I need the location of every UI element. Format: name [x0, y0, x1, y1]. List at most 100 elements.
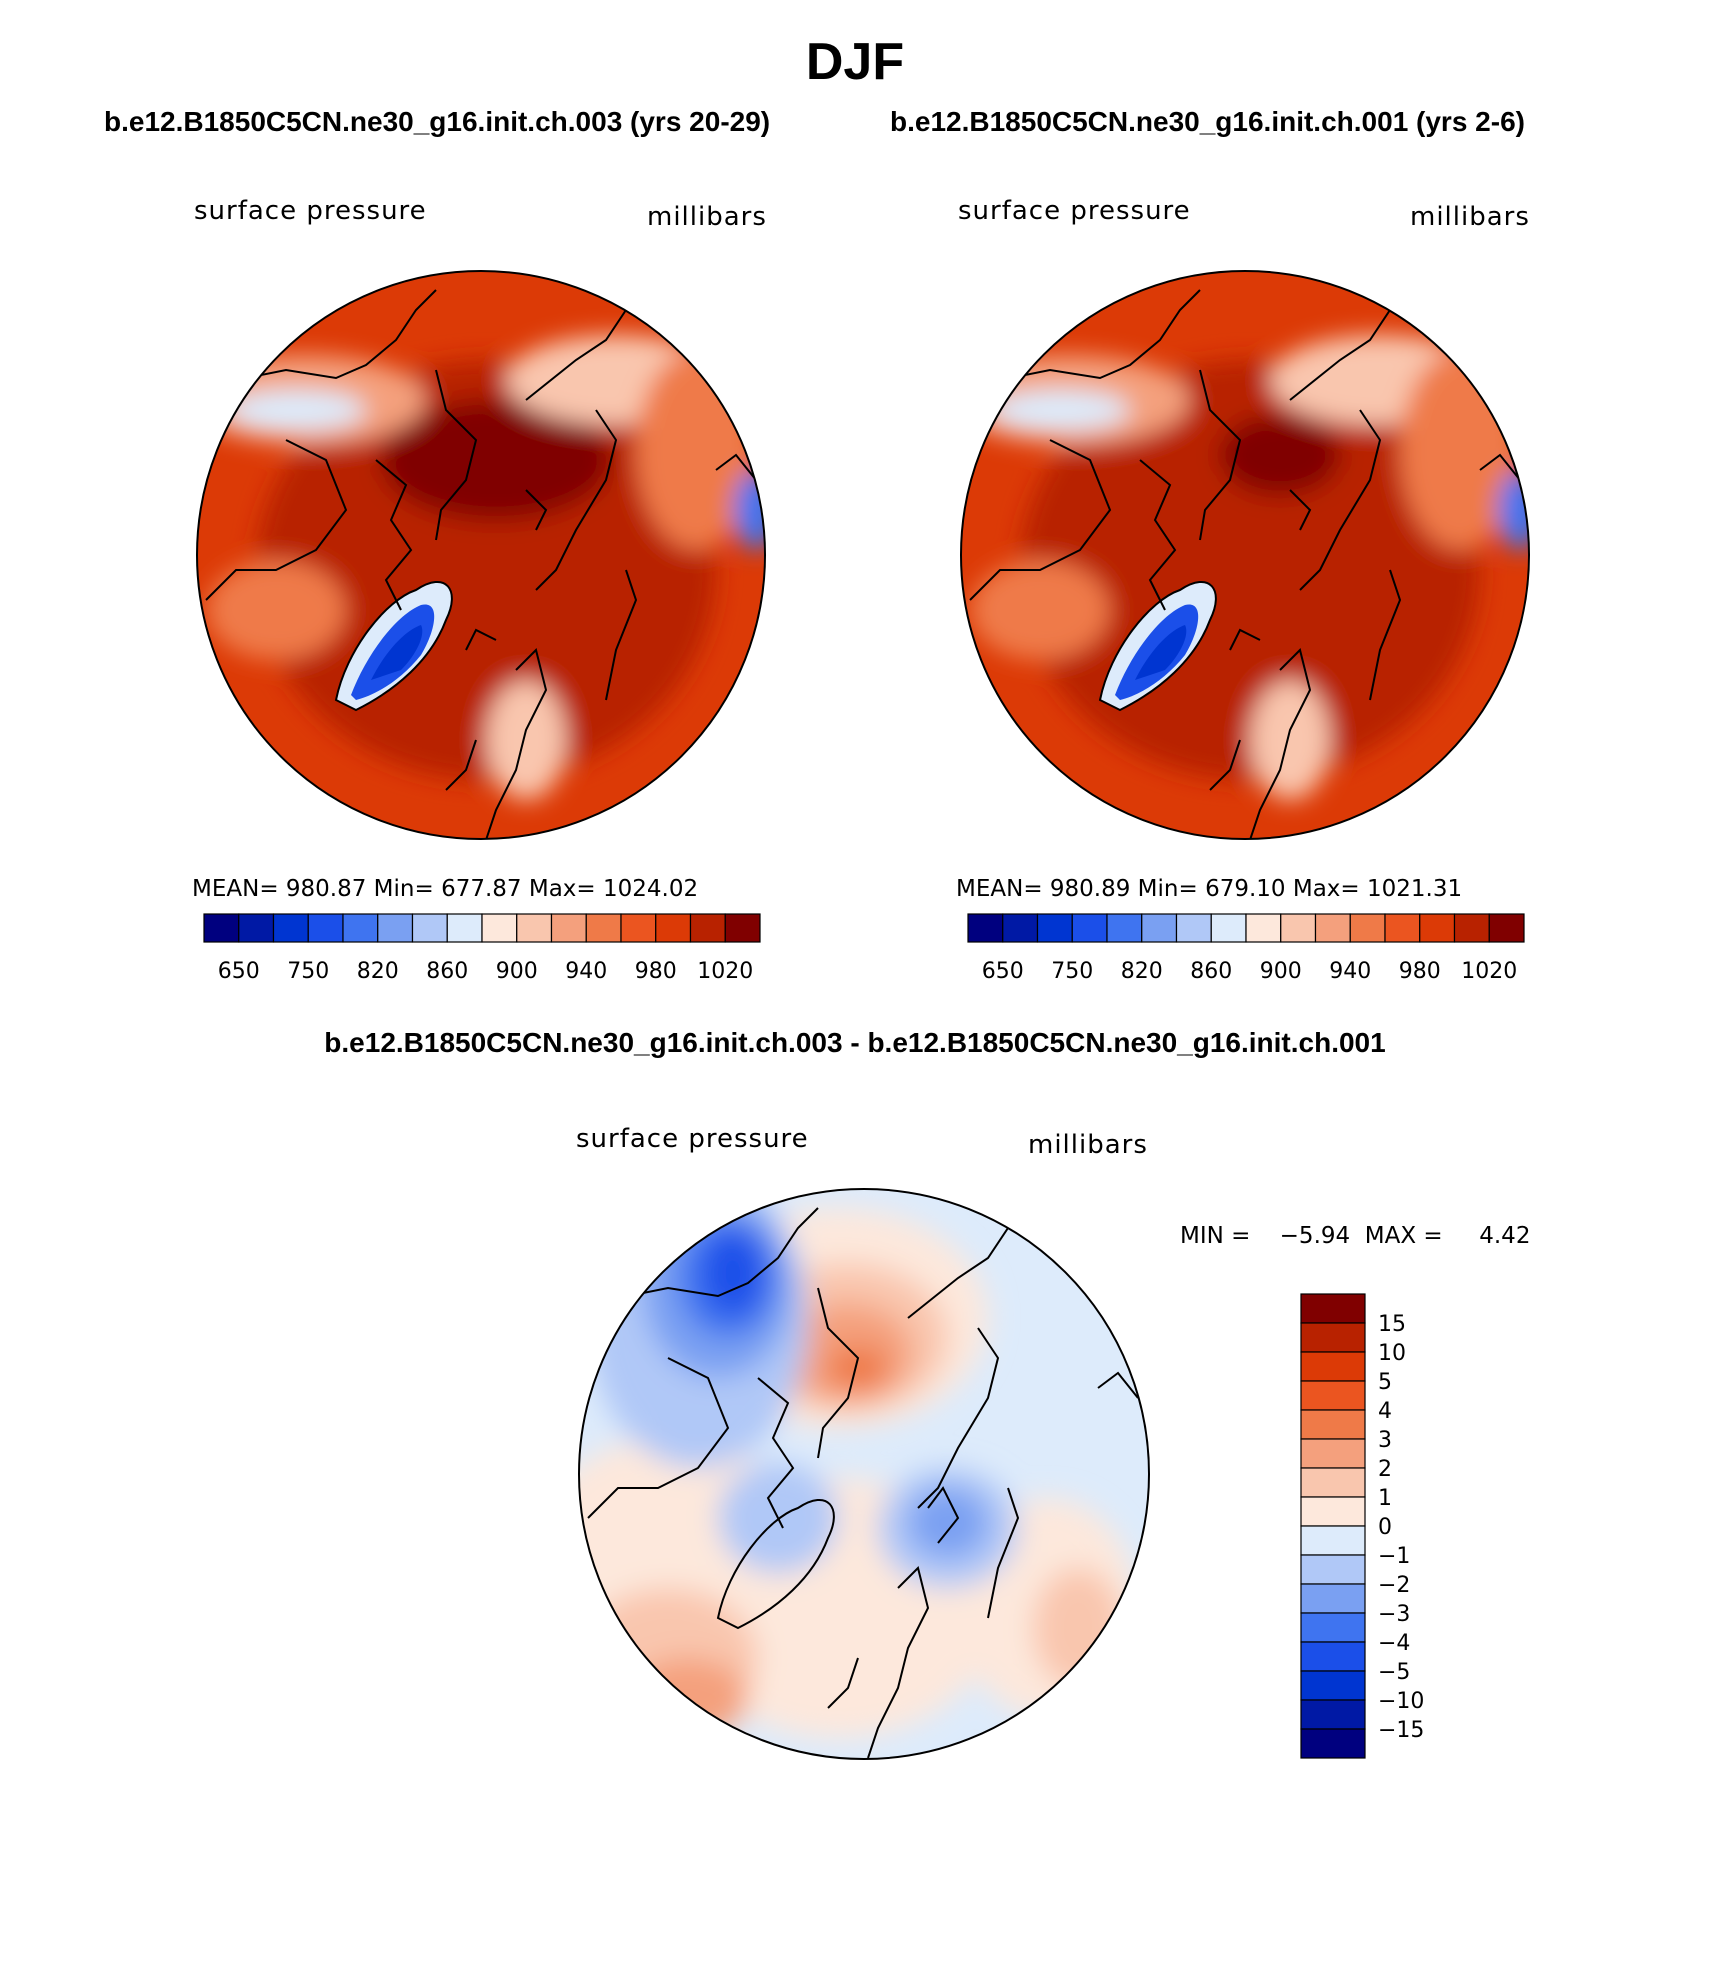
diff-colorbar-tick-label: 15: [1378, 1312, 1406, 1337]
panel1-variable-label: surface pressure: [194, 196, 427, 226]
panel2-colorbar-tick-label: 900: [1260, 959, 1302, 984]
panel1-colorbar-swatch: [238, 913, 275, 943]
panel1-colorbar-tick-label: 900: [496, 959, 538, 984]
diff-colorbar-swatch: [1300, 1670, 1366, 1701]
panel1-map-border: [196, 270, 766, 840]
diff-colorbar-swatch: [1300, 1351, 1366, 1382]
diff-positive-region-east-core: [1033, 1568, 1123, 1688]
diff-colorbar-tick-label: 1: [1378, 1486, 1392, 1511]
panel2-colorbar-swatch: [1210, 913, 1247, 943]
diff-colorbar-tick-label: 5: [1378, 1370, 1392, 1395]
diff-map-border: [578, 1188, 1150, 1760]
panel1-colorbar-swatch: [272, 913, 309, 943]
diff-colorbar-swatch: [1300, 1699, 1366, 1730]
panel2-colorbar-swatch: [1071, 913, 1108, 943]
diff-colorbar-swatch: [1300, 1641, 1366, 1672]
diff-colorbar-tick-label: 0: [1378, 1515, 1392, 1540]
panel2-colorbar-swatch: [1141, 913, 1178, 943]
panel1-case-title: b.e12.B1850C5CN.ne30_g16.init.ch.003 (yr…: [104, 106, 771, 137]
panel2-greenland-side-region: [970, 560, 1110, 660]
diff-units-label: millibars: [1028, 1130, 1148, 1160]
diff-colorbar-swatch: [1300, 1322, 1366, 1353]
diff-colorbar-tick-label: −5: [1378, 1660, 1410, 1685]
panel1-himalaya-region: [734, 470, 765, 550]
diff-colorbar-tick-label: −15: [1378, 1718, 1424, 1743]
panel1-colorbar-tick-label: 860: [426, 959, 468, 984]
panel2-colorbar-tick-label: 1020: [1461, 959, 1517, 984]
panel1-colorbar-swatch: [481, 913, 518, 943]
diff-min-region: [703, 1231, 763, 1315]
panel1-colorbar-tick-label: 820: [357, 959, 399, 984]
panel1-colorbar-tick-label: 980: [635, 959, 677, 984]
diff-negative-region-norway-core: [908, 1488, 988, 1558]
diff-colorbar-tick-label: 2: [1378, 1457, 1392, 1482]
panel2-colorbar-swatch: [1245, 913, 1282, 943]
panel1-greenland-side-region: [206, 560, 346, 660]
difference-title: b.e12.B1850C5CN.ne30_g16.init.ch.003 - b…: [324, 1027, 1386, 1058]
diff-colorbar-tick-label: −10: [1378, 1689, 1424, 1714]
diff-colorbar-swatch: [1300, 1728, 1366, 1759]
panel1-colorbar-tick-label: 650: [218, 959, 260, 984]
diff-max-region: [828, 1346, 888, 1390]
panel1-colorbar-tick-label: 1020: [697, 959, 753, 984]
diff-colorbar-tick-label: −4: [1378, 1631, 1410, 1656]
panel1-colorbar-swatch: [550, 913, 587, 943]
panel1-colorbar: 650 750 820 860 900 940 980 1020: [203, 913, 761, 984]
panel2-colorbar-swatch: [1280, 913, 1317, 943]
panel2-colorbar-swatch: [1106, 913, 1143, 943]
figure-title: DJF: [805, 33, 905, 91]
panel1-rockies-peak: [226, 390, 366, 430]
panel2-colorbar-swatch: [1419, 913, 1456, 943]
panel2-case-title: b.e12.B1850C5CN.ne30_g16.init.ch.001 (yr…: [890, 106, 1525, 137]
panel1-colorbar-swatch: [585, 913, 622, 943]
panel2-colorbar-swatch: [1384, 913, 1421, 943]
panel1-coastlines: [205, 289, 757, 839]
panel1-colorbar-swatch: [307, 913, 344, 943]
diff-colorbar-swatch: [1300, 1496, 1366, 1527]
panel1-colorbar-swatch: [724, 913, 761, 943]
panel2-polar-map: [960, 270, 1530, 840]
panel1-colorbar-swatch: [655, 913, 692, 943]
diff-colorbar-tick-label: −3: [1378, 1602, 1410, 1627]
panel2-stats: MEAN= 980.89 Min= 679.10 Max= 1021.31: [956, 876, 1463, 902]
diff-colorbar-swatch: [1300, 1293, 1366, 1324]
panel2-colorbar-swatch: [1453, 913, 1490, 943]
diff-colorbar-swatch: [1300, 1583, 1366, 1614]
panel2-colorbar-tick-label: 750: [1051, 959, 1093, 984]
panel1-stats: MEAN= 980.87 Min= 677.87 Max= 1024.02: [192, 876, 699, 902]
panel1-colorbar-swatch: [203, 913, 240, 943]
diff-colorbar-swatch: [1300, 1438, 1366, 1469]
panel2-map-border: [960, 270, 1530, 840]
panel1-scandinavia-region: [486, 680, 566, 800]
panel1-colorbar-swatch: [446, 913, 483, 943]
panel2-colorbar-tick-label: 980: [1399, 959, 1441, 984]
diff-colorbar-tick-label: −1: [1378, 1544, 1410, 1569]
panel1-colorbar-tick-label: 750: [287, 959, 329, 984]
panel1-high-pressure-region: [381, 400, 611, 520]
diff-colorbar-tick-label: −2: [1378, 1573, 1410, 1598]
panel2-colorbar-tick-label: 650: [982, 959, 1024, 984]
panel1-greenland-core: [371, 625, 423, 680]
panel2-colorbar-swatch: [1349, 913, 1386, 943]
panel2-rockies-peak: [990, 390, 1130, 430]
panel2-himalaya-region: [1498, 470, 1529, 550]
panel2-colorbar-swatch: [1488, 913, 1525, 943]
panel1-colorbar-swatch: [411, 913, 448, 943]
diff-colorbar-swatch: [1300, 1409, 1366, 1440]
diff-colorbar-tick-label: 3: [1378, 1428, 1392, 1453]
panel2-colorbar-swatch: [1175, 913, 1212, 943]
diff-variable-label: surface pressure: [576, 1124, 809, 1154]
panel2-coastlines: [969, 289, 1521, 839]
panel2-scandinavia-region: [1250, 680, 1330, 800]
diff-colorbar-swatch: [1300, 1525, 1366, 1556]
panel2-units-label: millibars: [1410, 202, 1530, 232]
panel1-colorbar-swatch: [377, 913, 414, 943]
panel2-colorbar-tick-label: 820: [1121, 959, 1163, 984]
diff-colorbar-swatch: [1300, 1554, 1366, 1585]
panel1-colorbar-swatch: [516, 913, 553, 943]
panel2-colorbar: 650 750 820 860 900 940 980 1020: [967, 913, 1525, 984]
panel2-greenland-core: [1135, 625, 1187, 680]
panel1-units-label: millibars: [647, 202, 767, 232]
diff-colorbar-tick-label: 10: [1378, 1341, 1406, 1366]
